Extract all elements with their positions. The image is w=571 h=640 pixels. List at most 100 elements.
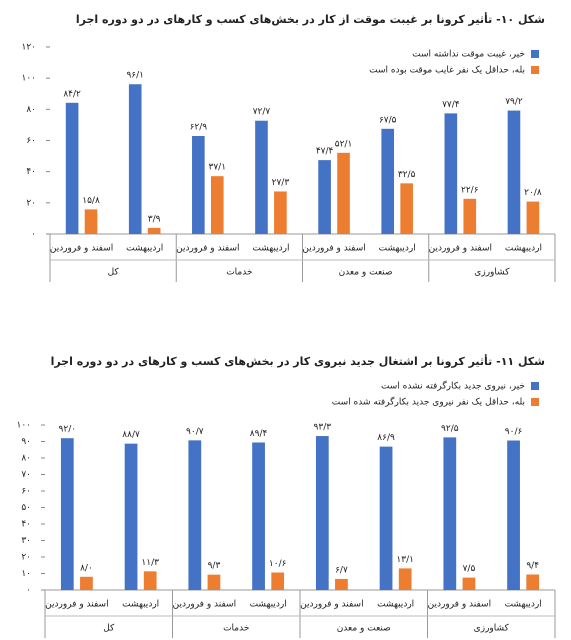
value-label: ۲۲/۶ [461,185,479,195]
bar [188,440,202,590]
value-label: ۸۸/۷ [122,430,140,440]
bar [255,120,268,234]
y-tick-label: ۱۰ [21,569,31,579]
bar [192,135,205,234]
legend-swatch [531,66,539,74]
legend-label: خیر، نیروی جدید بکارگرفته نشده است [381,380,525,392]
x-tick-label: اسفند و فروردین [300,600,363,610]
value-label: ۹۲/۰ [59,425,77,435]
value-label: ۱۰/۶ [269,559,287,569]
value-label: ۷۲/۷ [253,107,271,117]
value-label: ۳۲/۵ [398,170,416,180]
bar [462,577,476,590]
bar [147,227,161,234]
group-label: صنعت و معدن [337,624,391,634]
x-tick-label: اردیبهشت [250,600,287,610]
y-tick-label: ۲۰ [21,553,31,563]
y-tick-label: ۶۰ [26,136,36,146]
value-label: ۱۳/۱ [396,555,414,565]
bar [335,578,348,590]
bar [252,442,265,590]
chart-title: شکل ۱۱- تأثیر کرونا بر اشتغال جدید نیروی… [51,354,545,368]
bar [207,574,221,590]
value-label: ۹/۴ [526,561,539,571]
bar [444,113,458,234]
value-label: ۴۷/۴ [316,147,334,157]
y-tick-label: ۵۰ [21,503,31,513]
value-label: ۶۲/۹ [190,122,208,132]
value-label: ۲۰/۸ [524,188,542,198]
value-label: ۱۵/۸ [82,196,100,206]
group-label: خدمات [226,268,252,278]
value-label: ۹۲/۵ [441,424,459,434]
bar [84,209,98,234]
x-tick-label: اردیبهشت [379,244,416,254]
legend-swatch [531,398,539,406]
y-tick-label: ۴۰ [26,167,36,177]
bar [507,440,520,590]
y-tick-label: ۲۰ [26,198,36,208]
value-label: ۶/۷ [335,565,348,575]
value-label: ۷۷/۴ [442,100,460,110]
x-tick-label: اسفند و فروردین [45,600,108,610]
bar [60,438,74,590]
x-tick-label: اردیبهشت [122,600,159,610]
x-tick-label: اردیبهشت [377,600,414,610]
x-tick-label: اسفند و فروردین [173,600,236,610]
legend-swatch [531,382,539,390]
x-tick-label: اردیبهشت [505,244,542,254]
legend-label: خیر، غیبت موقت نداشته است [412,50,525,60]
group-label: خدمات [223,624,249,634]
value-label: ۶۷/۵ [379,115,397,125]
x-tick-label: اسفند و فروردین [176,244,239,254]
bar [315,436,329,590]
x-tick-label: اسفند و فروردین [50,244,113,254]
value-label: ۳/۹ [148,214,161,224]
bar [124,443,138,590]
bar [507,110,521,234]
value-label: ۱۱/۳ [141,558,159,568]
legend-label: بله، حداقل یک نفر نیروی جدید بکارگرفته ش… [332,396,525,408]
value-label: ۸۹/۴ [250,429,268,439]
y-tick-label: ۶۰ [21,487,31,497]
legend-swatch [531,50,539,58]
bar [443,437,457,590]
bar [274,191,287,234]
bar [271,572,285,590]
x-tick-label: اسفند و فروردین [429,244,492,254]
group-label: کشاورزی [474,624,510,634]
value-label: ۲۷/۳ [272,178,290,188]
y-tick-label: ۷۰ [21,470,31,480]
bar [398,568,412,590]
y-tick-label: ۱۲۰ [21,43,36,53]
bar [65,102,79,234]
y-tick-label: ۴۰ [21,520,31,530]
bar [80,576,93,590]
bar [337,152,350,234]
group-label: صنعت و معدن [339,268,393,278]
value-label: ۸/۰ [80,563,93,573]
bar [128,84,142,234]
x-tick-label: اردیبهشت [126,244,163,254]
value-label: ۷۹/۲ [505,97,523,107]
bar [463,198,477,234]
value-label: ۸۶/۹ [377,433,395,443]
value-label: ۸۴/۲ [63,89,81,99]
y-tick-label: ۸۰ [21,454,31,464]
value-label: ۵۲/۱ [335,139,353,149]
y-tick-label: ۹۰ [21,437,31,447]
y-tick-label: ۸۰ [26,105,36,115]
y-tick-label: ۱۰۰ [21,74,36,84]
bar [143,571,157,590]
group-label: کل [103,624,115,634]
value-label: ۷/۵ [463,564,476,574]
legend-label: بله، حداقل یک نفر غایب موقت بوده است [369,66,525,76]
bar [526,574,540,590]
value-label: ۹۶/۱ [126,71,144,81]
bar [210,176,224,234]
group-label: کل [108,268,120,278]
y-tick-label: ۱۰۰ [16,421,31,431]
bar [400,183,413,234]
